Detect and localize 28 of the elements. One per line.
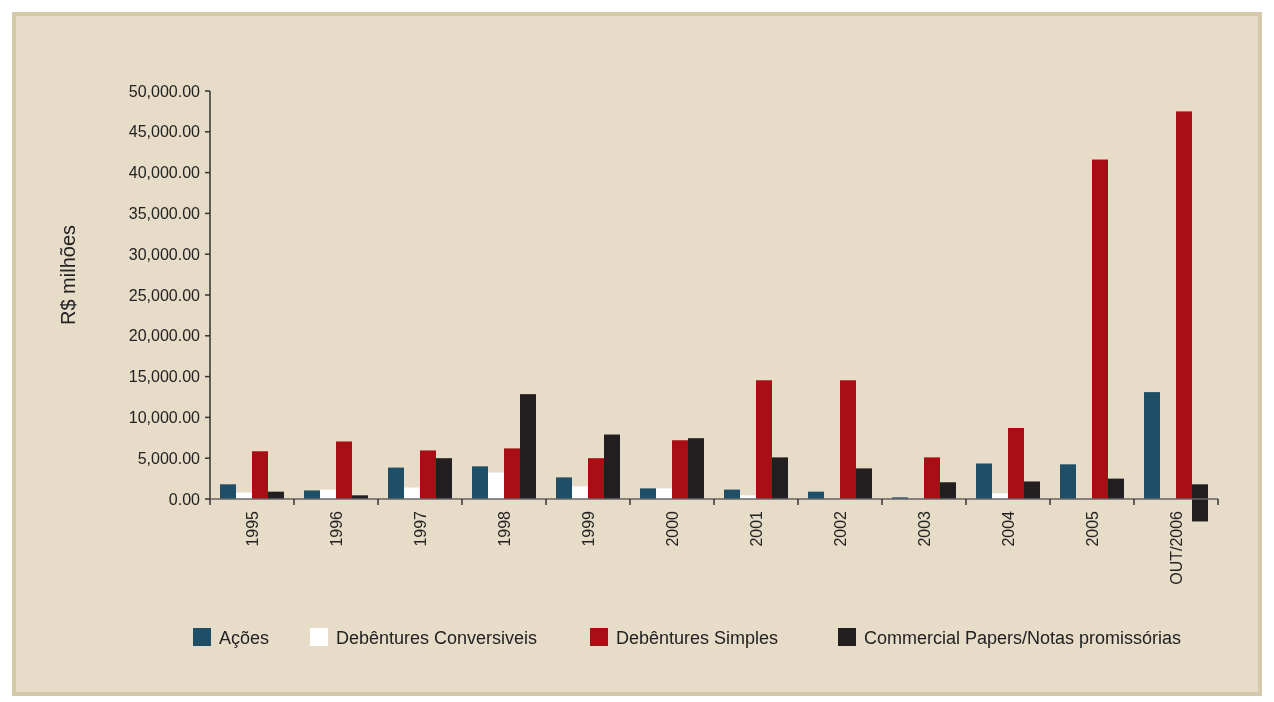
legend-label: Debêntures Simples bbox=[616, 628, 779, 649]
x-tick-label: OUT/2006 bbox=[1167, 510, 1185, 585]
x-tick-label: 1999 bbox=[579, 510, 597, 547]
y-tick-label: 25,000.00 bbox=[128, 286, 201, 304]
y-tick-label: 35,000.00 bbox=[128, 205, 201, 222]
y-tick-label: 45,000.00 bbox=[128, 123, 201, 141]
x-tick-label: 1997 bbox=[411, 510, 429, 547]
y-tick-label: 50,000.00 bbox=[128, 82, 201, 100]
x-tick-label: 2001 bbox=[747, 510, 765, 547]
x-tick-label: 1998 bbox=[495, 510, 513, 547]
x-tick-label: 2003 bbox=[915, 510, 933, 547]
legend-label: Debêntures Conversiveis bbox=[336, 628, 538, 649]
legend-label: Commercial Papers/Notas promissórias bbox=[864, 628, 1182, 649]
y-tick-label: 0.00 bbox=[168, 490, 201, 508]
x-tick-label: 2002 bbox=[831, 510, 849, 547]
x-tick-label: 2000 bbox=[663, 510, 681, 547]
y-tick-label: 20,000.00 bbox=[128, 327, 201, 345]
y-tick-label: 5,000.00 bbox=[137, 449, 201, 467]
x-tick-label: 1996 bbox=[327, 510, 345, 547]
y-tick-label: 10,000.00 bbox=[128, 409, 201, 426]
y-tick-label: 15,000.00 bbox=[128, 368, 201, 386]
x-tick-label: 2005 bbox=[1083, 510, 1101, 547]
y-tick-label: 40,000.00 bbox=[128, 164, 201, 182]
x-tick-label: 1995 bbox=[243, 510, 261, 547]
x-tick-label: 2004 bbox=[999, 510, 1017, 547]
y-axis-title: R$ milhões bbox=[57, 224, 79, 326]
legend-label: Ações bbox=[219, 628, 270, 649]
y-tick-label: 30,000.00 bbox=[128, 245, 201, 263]
